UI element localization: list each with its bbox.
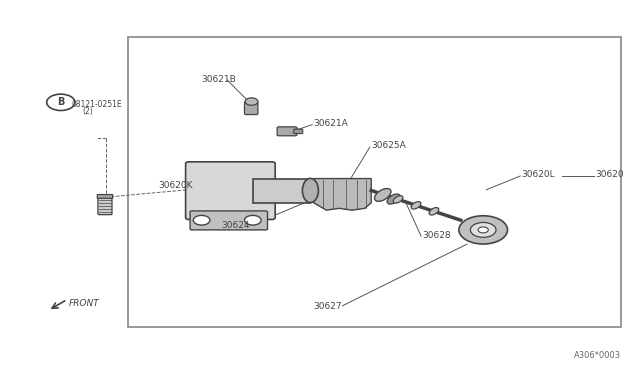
FancyBboxPatch shape <box>244 102 258 115</box>
Ellipse shape <box>387 194 400 204</box>
Text: FRONT: FRONT <box>69 299 100 308</box>
Polygon shape <box>314 179 371 210</box>
Circle shape <box>470 222 496 237</box>
Text: 30627: 30627 <box>314 302 342 311</box>
Ellipse shape <box>411 202 421 209</box>
Circle shape <box>244 215 261 225</box>
FancyBboxPatch shape <box>98 196 112 215</box>
Text: 30620K: 30620K <box>159 181 193 190</box>
Text: 30620: 30620 <box>595 170 624 179</box>
FancyBboxPatch shape <box>190 211 268 230</box>
Text: 08121-0251E: 08121-0251E <box>72 100 122 109</box>
FancyBboxPatch shape <box>294 129 303 134</box>
Circle shape <box>459 216 508 244</box>
Text: 30620L: 30620L <box>522 170 556 179</box>
Text: 30624: 30624 <box>221 221 250 230</box>
Text: 30628: 30628 <box>422 231 451 240</box>
Ellipse shape <box>302 179 319 202</box>
Ellipse shape <box>393 196 403 203</box>
FancyBboxPatch shape <box>253 179 310 203</box>
Text: 30621B: 30621B <box>202 76 236 84</box>
Ellipse shape <box>429 208 439 215</box>
FancyBboxPatch shape <box>186 162 275 219</box>
FancyBboxPatch shape <box>97 195 113 198</box>
Text: A306*0003: A306*0003 <box>573 351 621 360</box>
FancyBboxPatch shape <box>277 127 297 136</box>
Text: (2): (2) <box>82 107 93 116</box>
Circle shape <box>478 227 488 233</box>
Circle shape <box>245 98 258 105</box>
Circle shape <box>193 215 210 225</box>
Bar <box>128 37 621 327</box>
Ellipse shape <box>374 189 391 201</box>
Text: 30621A: 30621A <box>314 119 348 128</box>
Text: 30625A: 30625A <box>371 141 406 150</box>
Text: B: B <box>57 97 65 107</box>
Circle shape <box>47 94 75 110</box>
